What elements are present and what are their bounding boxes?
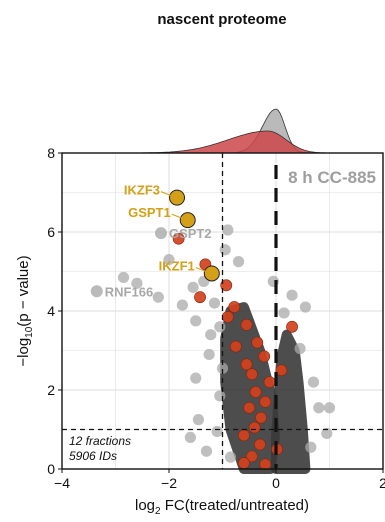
highlighted-point (259, 458, 272, 471)
x-tick-label: 2 (379, 475, 385, 491)
plot-panel: IKZF3 GSPT1 IKZF1 GSPT2 RNF166 8 h CC-885 12… (61, 152, 384, 474)
x-tick-label: 0 (272, 475, 280, 491)
background-point (313, 402, 325, 414)
background-point (152, 291, 164, 303)
background-point (323, 402, 336, 414)
background-point (307, 376, 320, 388)
condition-label: 8 h CC-885 (288, 168, 376, 187)
background-point (321, 427, 333, 440)
highlighted-point (240, 318, 253, 331)
highlighted-point (251, 336, 264, 349)
density-highlighted (62, 130, 383, 154)
background-point (214, 321, 226, 333)
highlighted-point (258, 350, 271, 363)
labeled-background-point (154, 227, 167, 240)
background-point (286, 289, 298, 301)
highlighted-point (275, 364, 288, 377)
highlighted-point (229, 340, 242, 353)
background-point (200, 445, 213, 457)
background-point (294, 342, 306, 355)
annotation-ids: 5906 IDs (69, 449, 117, 463)
highlighted-point (228, 301, 241, 313)
threshold-lines (62, 153, 383, 469)
chart-title: nascent proteome (157, 11, 286, 28)
background-point (305, 441, 317, 453)
background-point (205, 329, 217, 341)
point-labels: IKZF3 GSPT1 IKZF1 GSPT2 RNF166 (105, 183, 212, 300)
background-point (184, 431, 196, 443)
background-point (117, 271, 130, 284)
highlighted-point (249, 386, 262, 398)
highlighted-point (255, 411, 267, 424)
y-axis-label: −log10(p − value) (15, 255, 35, 366)
highlighted-point (286, 320, 298, 333)
background-point (131, 277, 143, 289)
highlighted-point (237, 429, 250, 442)
x-tick-label: −4 (54, 475, 70, 491)
label-leader (195, 267, 206, 272)
hit-label: IKZF3 (124, 183, 160, 198)
x-axis-ticks: −4 −2 0 2 (54, 469, 385, 491)
y-tick-label: 6 (47, 224, 55, 240)
highlighted-point (240, 358, 253, 371)
highlighted-point (172, 232, 185, 245)
background-point (203, 348, 215, 361)
y-tick-label: 4 (47, 303, 55, 319)
label-leader (171, 213, 182, 219)
labeled-background-point (90, 285, 103, 298)
annotation-fractions: 12 fractions (69, 434, 131, 448)
highlighted-point (194, 291, 206, 304)
background-point (190, 372, 202, 384)
background-label: RNF166 (105, 284, 153, 299)
background-point (208, 297, 221, 309)
y-tick-label: 2 (47, 382, 55, 398)
background-point (278, 307, 290, 319)
background-point (187, 281, 199, 293)
highlighted-point (246, 368, 258, 381)
hit-point (203, 265, 220, 282)
background-point (214, 390, 226, 402)
background-point (216, 362, 229, 374)
highlighted-points (172, 232, 298, 471)
hit-point (179, 212, 196, 229)
background-point (219, 244, 231, 256)
marginal-density (62, 108, 383, 154)
background-point (211, 425, 223, 438)
y-tick-label: 0 (47, 461, 55, 477)
highlighted-point (263, 376, 276, 388)
label-leader (160, 191, 172, 197)
x-tick-label: −2 (161, 475, 177, 491)
background-point (224, 451, 237, 463)
highlighted-point (246, 450, 258, 463)
background-point (192, 414, 205, 426)
background-points (90, 224, 336, 463)
hit-label: IKZF1 (159, 258, 195, 273)
highlighted-point (221, 311, 234, 323)
highlighted-point (220, 279, 233, 292)
background-point (299, 301, 312, 313)
highlighted-point (248, 421, 261, 434)
highlighted-point (237, 457, 250, 469)
highlighted-point (259, 395, 272, 408)
background-point (163, 254, 175, 266)
highlighted-point (254, 438, 266, 451)
background-point (190, 315, 202, 327)
background-point (222, 224, 234, 236)
background-label: GSPT2 (169, 226, 212, 241)
labeled-hit-points (169, 189, 220, 282)
background-point (176, 299, 188, 311)
x-axis-label: log2 FC(treated/untreated) (135, 497, 309, 517)
y-tick-label: 8 (47, 145, 55, 161)
hit-point (169, 189, 186, 206)
y-axis-ticks: 0 2 4 6 8 (47, 145, 62, 477)
background-point (232, 256, 245, 268)
highlighted-point (243, 401, 256, 414)
hit-label: GSPT1 (128, 205, 171, 220)
